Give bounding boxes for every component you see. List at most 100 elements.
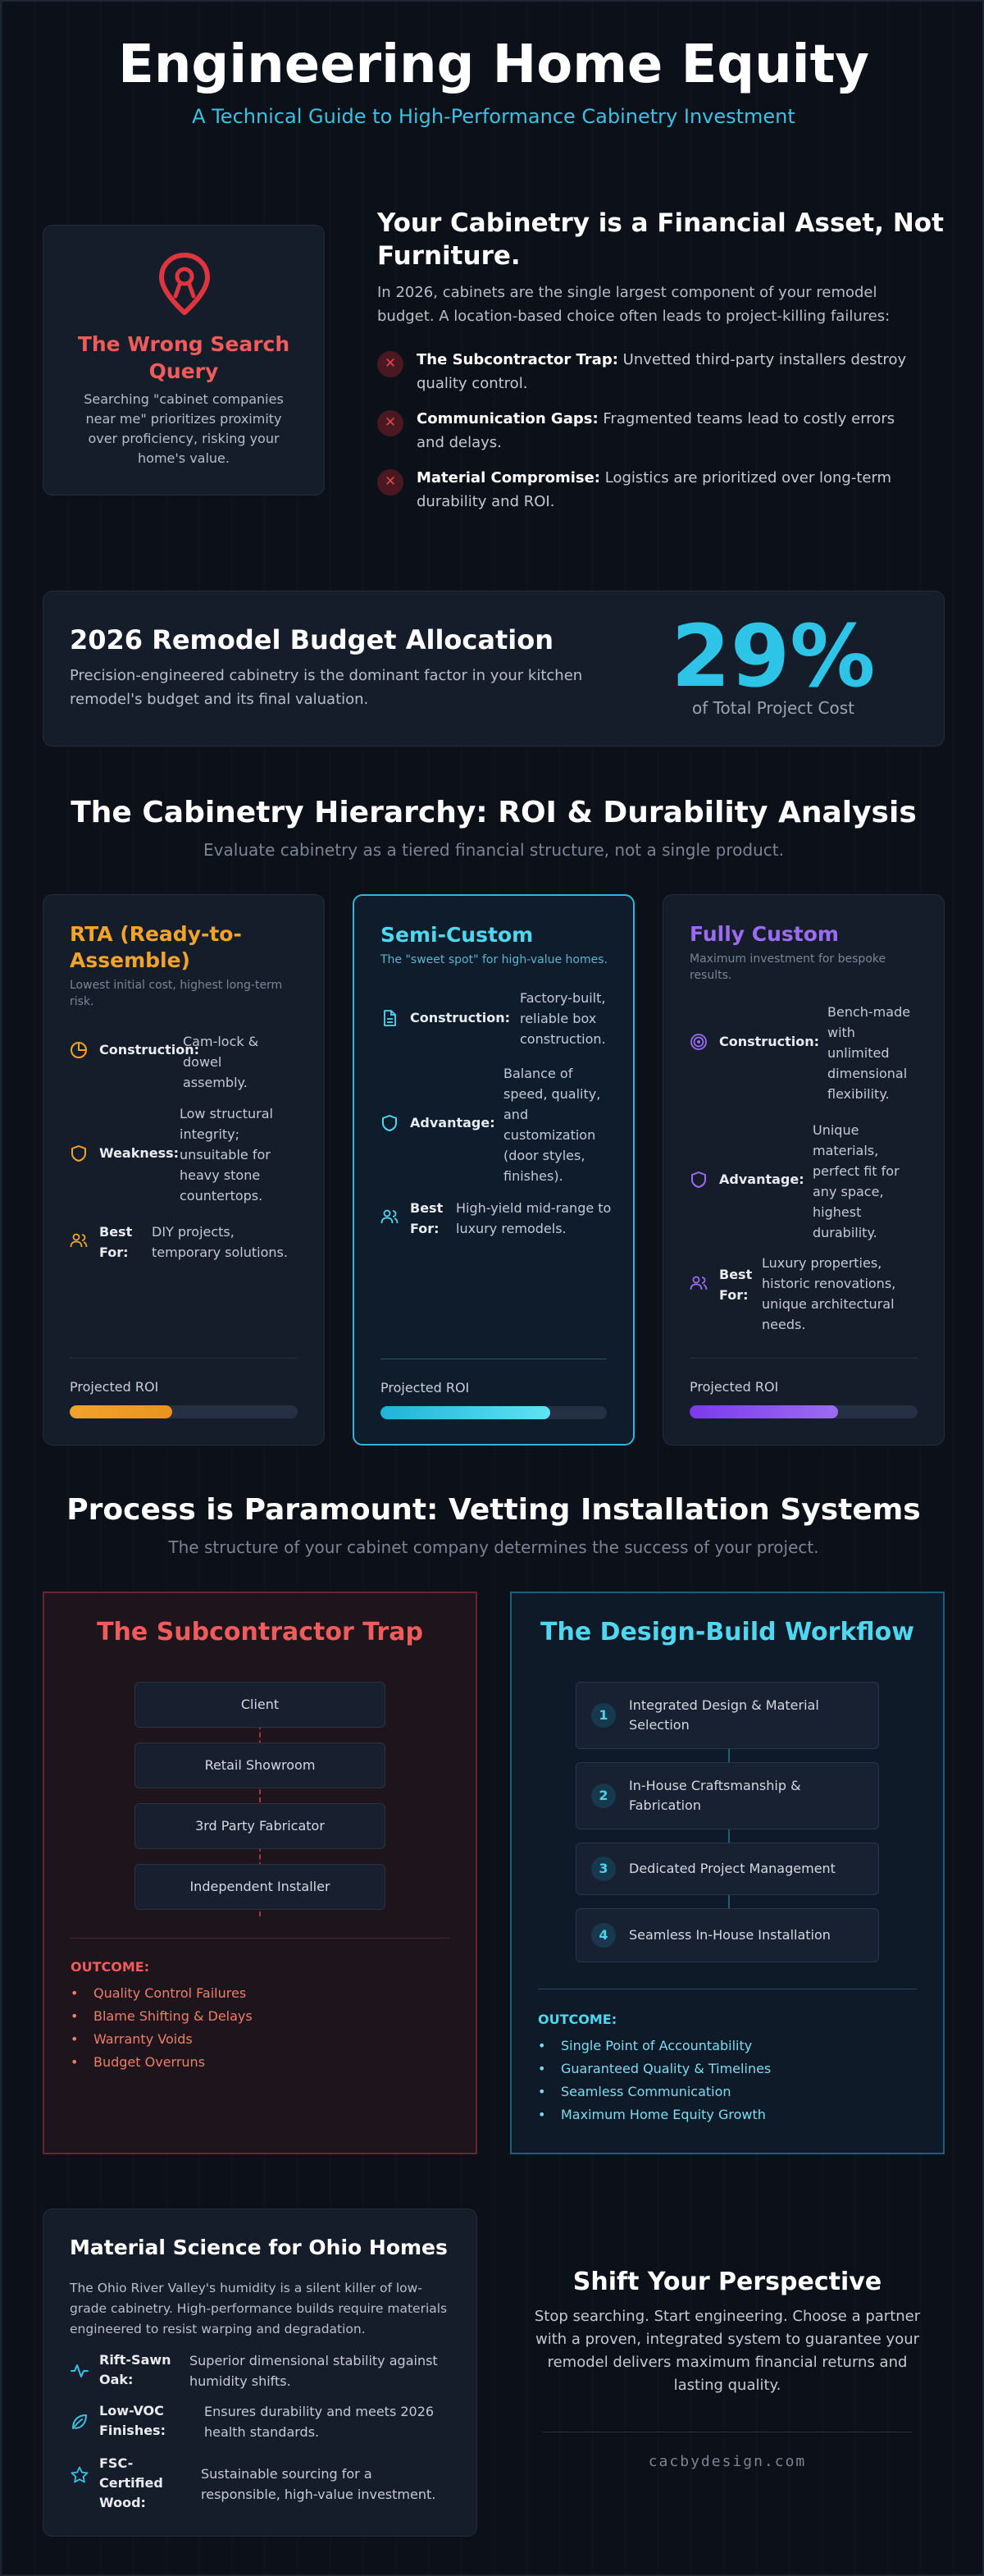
step-number: 3 [591, 1857, 616, 1881]
material-title: Material Science for Ohio Homes [70, 2236, 448, 2259]
failure-text: Logistics are prioritized over long-term… [417, 469, 892, 510]
tier-subtitle: Lowest initial cost, highest long-term r… [70, 979, 283, 1008]
step-text: Dedicated Project Management [629, 1861, 836, 1876]
design-build-card: The Design-Build Workflow 1 Integrated D… [510, 1592, 945, 2154]
users-icon [70, 1233, 88, 1248]
row-label: Construction: [410, 1010, 510, 1025]
failure-label: Communication Gaps: [417, 410, 599, 427]
wave-pulse-icon [71, 2364, 89, 2377]
hierarchy-subtitle: Evaluate cabinetry as a tiered financial… [203, 840, 784, 860]
wrong-search-card: The Wrong Search Query Searching "cabine… [43, 225, 325, 496]
roi-bar [380, 1406, 607, 1419]
divider [70, 1358, 298, 1359]
material-label: Rift-Sawn Oak: [99, 2352, 171, 2387]
workflow-title: The Design-Build Workflow [540, 1618, 914, 1647]
outcome-title: OUTCOME: [71, 1959, 150, 1975]
subcontractor-trap-card: The Subcontractor Trap Client Retail Sho… [43, 1592, 477, 2154]
wrong-search-text: Searching "cabinet companies near me" pr… [84, 391, 284, 466]
material-science-card: Material Science for Ohio Homes The Ohio… [43, 2208, 477, 2537]
material-label: Low-VOC Finishes: [99, 2403, 166, 2438]
asset-heading: Your Cabinetry is a Financial Asset, Not… [377, 208, 944, 271]
document-icon [384, 1010, 396, 1026]
failure-text: Unvetted third-party installers destroy … [417, 351, 907, 392]
outcome-title: OUTCOME: [538, 2012, 617, 2027]
chain-step: Client [134, 1682, 385, 1728]
row-value: Balance of speed, quality, and customiza… [503, 1066, 601, 1184]
budget-percentage: 29% [671, 606, 876, 706]
wrong-search-title: The Wrong Search Query [77, 332, 290, 383]
row-value: DIY projects, temporary solutions. [152, 1224, 288, 1260]
material-label: FSC-Certified Wood: [99, 2455, 163, 2510]
workflow-step: 4 Seamless In-House Installation [576, 1908, 879, 1962]
budget-text: Precision-engineered cabinetry is the do… [70, 667, 583, 708]
tier-title: Fully Custom [690, 922, 839, 946]
row-label: Construction: [99, 1042, 199, 1057]
failure-label: The Subcontractor Trap: [417, 351, 618, 368]
outcome-item: • Budget Overruns [71, 2054, 206, 2070]
row-value: High-yield mid-range to luxury remodels. [456, 1200, 612, 1236]
roi-label: Projected ROI [690, 1379, 779, 1395]
users-icon [690, 1276, 708, 1290]
chain-step: Independent Installer [134, 1864, 385, 1910]
tier-title: RTA (Ready-to-Assemble) [70, 922, 242, 972]
process-subtitle: The structure of your cabinet company de… [168, 1537, 819, 1557]
outcome-item: • Guaranteed Quality & Timelines [538, 2061, 772, 2076]
shift-text: Stop searching. Start engineering. Choos… [534, 2308, 921, 2394]
workflow-step: 1 Integrated Design & Material Selection [576, 1682, 879, 1749]
target-icon [690, 1034, 707, 1050]
users-icon [380, 1209, 399, 1224]
roi-label: Projected ROI [380, 1380, 470, 1395]
tier-subtitle: The "sweet spot" for high-value homes. [380, 953, 608, 966]
budget-card: 2026 Remodel Budget Allocation Precision… [43, 591, 945, 747]
divider [71, 1938, 449, 1939]
row-value: Factory-built, reliable box construction… [520, 990, 606, 1047]
outcome-item: • Quality Control Failures [71, 1985, 247, 2001]
step-text: Integrated Design & Material Selection [629, 1697, 819, 1733]
roi-label: Projected ROI [70, 1379, 159, 1395]
row-label: Advantage: [410, 1115, 495, 1130]
divider [690, 1358, 918, 1359]
x-icon: ✕ [377, 410, 403, 436]
outcome-item: • Maximum Home Equity Growth [538, 2107, 766, 2122]
material-value: Ensures durability and meets 2026 health… [204, 2404, 435, 2440]
failure-label: Material Compromise: [417, 469, 601, 486]
roi-bar-fill [380, 1406, 550, 1419]
outcome-item: • Single Point of Accountability [538, 2038, 753, 2053]
budget-caption: of Total Project Cost [692, 698, 854, 718]
material-value: Superior dimensional stability against h… [189, 2353, 438, 2389]
failure-item: ✕ Material Compromise: Logistics are pri… [377, 466, 935, 515]
roi-bar [690, 1405, 918, 1418]
website-link[interactable]: cacbydesign.com [648, 2453, 807, 2470]
row-label: Best For: [719, 1267, 753, 1303]
star-icon [71, 2466, 89, 2483]
tier-title: Semi-Custom [380, 923, 534, 947]
row-label: Best For: [99, 1224, 133, 1260]
row-label: Weakness: [99, 1145, 180, 1161]
row-value: Bench-made with unlimited dimensional fl… [827, 1004, 911, 1102]
roi-bar-fill [690, 1405, 838, 1418]
asset-intro: In 2026, cabinets are the single largest… [377, 284, 891, 325]
process-title: Process is Paramount: Vetting Installati… [66, 1493, 921, 1527]
x-icon: ✕ [377, 351, 403, 377]
shield-icon [691, 1172, 706, 1188]
failure-text: Fragmented teams lead to costly errors a… [417, 410, 895, 451]
row-value: Luxury properties, historic renovations,… [762, 1255, 896, 1332]
pie-chart-icon [71, 1042, 87, 1058]
row-label: Advantage: [719, 1172, 804, 1187]
tier-card-rta: RTA (Ready-to-Assemble) Lowest initial c… [43, 894, 325, 1446]
material-text: The Ohio River Valley's humidity is a si… [70, 2281, 448, 2336]
hierarchy-title: The Cabinetry Hierarchy: ROI & Durabilit… [71, 796, 917, 829]
row-value: Cam-lock & dowel assembly. [183, 1034, 259, 1090]
step-text: In-House Craftsmanship & Fabrication [629, 1778, 801, 1813]
row-value: Unique materials, perfect fit for any sp… [813, 1122, 900, 1240]
dashed-connector [259, 1683, 261, 1916]
budget-title: 2026 Remodel Budget Allocation [70, 624, 554, 655]
roi-bar [70, 1405, 298, 1418]
x-icon: ✕ [377, 469, 403, 496]
failure-item: ✕ The Subcontractor Trap: Unvetted third… [377, 348, 935, 397]
map-pin-icon [159, 253, 210, 315]
tier-card-fully-custom: Fully Custom Maximum investment for besp… [663, 894, 945, 1446]
row-value: Low structural integrity; unsuitable for… [180, 1106, 273, 1204]
step-number: 2 [591, 1784, 616, 1808]
